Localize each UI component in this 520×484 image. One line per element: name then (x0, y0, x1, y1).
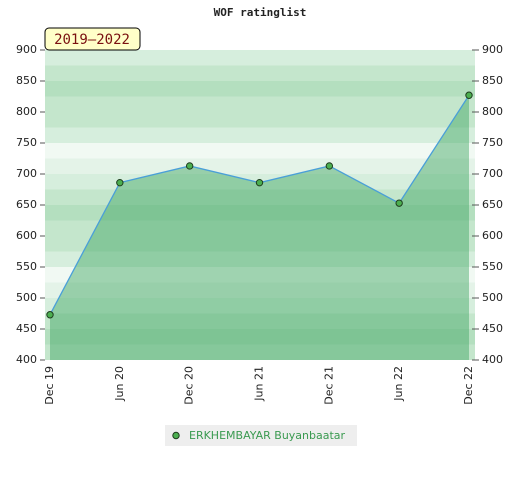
stripe (45, 112, 475, 128)
y-tick-label: 550 (16, 260, 37, 273)
y-tick-label: 850 (16, 74, 37, 87)
area (50, 95, 469, 360)
y-tick-label: 700 (16, 167, 37, 180)
y-tick-label: 900 (16, 43, 37, 56)
stripe (45, 50, 475, 66)
x-tick-label: Dec 19 (43, 366, 56, 405)
stripe (45, 267, 475, 283)
stripe (45, 143, 475, 159)
point (395, 199, 403, 207)
y-tick-label: 800 (16, 105, 37, 118)
y2-tick-label: 750 (482, 136, 503, 149)
y2-tick-label: 800 (482, 105, 503, 118)
stripe (45, 344, 475, 360)
stripe (45, 96, 475, 112)
y-tick-label: 450 (16, 322, 37, 335)
stripe (45, 65, 475, 81)
y2-tick-label: 500 (482, 291, 503, 304)
stripe (45, 189, 475, 205)
y2-tick-label: 850 (482, 74, 503, 87)
legend-label: ERKHEMBAYAR Buyanbaatar (189, 429, 346, 442)
point (46, 311, 54, 319)
y2-tick-label: 700 (482, 167, 503, 180)
point (116, 178, 124, 187)
x-tick-label: Jun 21 (253, 366, 266, 402)
x-tick-label: Dec 20 (183, 366, 196, 405)
point (255, 178, 264, 187)
stripe (45, 282, 475, 298)
stripe (45, 127, 475, 143)
plot-area (45, 50, 475, 360)
chart-title: WOF ratinglist (214, 6, 307, 19)
point (185, 162, 194, 170)
y2-tick-label: 650 (482, 198, 503, 211)
y2-tick-label: 550 (482, 260, 503, 273)
y2-tick-label: 450 (482, 322, 503, 335)
stripe (45, 298, 475, 314)
legend-box (165, 425, 357, 446)
stripe (45, 313, 475, 329)
legend-marker (172, 431, 180, 440)
y-tick-label: 750 (16, 136, 37, 149)
stripe (45, 158, 475, 174)
stripe (45, 236, 475, 252)
badge-box (44, 27, 141, 51)
stripe (45, 220, 475, 236)
badge: 2019–2022 (54, 32, 130, 48)
y2-tick-label: 600 (482, 229, 503, 242)
x-tick-label: Jun 20 (113, 366, 126, 402)
x-tick-label: Jun 22 (392, 366, 405, 402)
y-tick-label: 400 (16, 353, 37, 366)
point (325, 162, 334, 170)
stripe (45, 81, 475, 97)
x-tick-label: Dec 22 (462, 366, 475, 405)
y-tick-label: 500 (16, 291, 37, 304)
stripe (45, 329, 475, 345)
x-tick-label: Dec 21 (322, 366, 335, 405)
y2-tick-label: 900 (482, 43, 503, 56)
stripe (45, 205, 475, 221)
point (465, 91, 473, 99)
stripe (45, 251, 475, 267)
y-tick-label: 650 (16, 198, 37, 211)
y2-tick-label: 400 (482, 353, 503, 366)
y-tick-label: 600 (16, 229, 37, 242)
